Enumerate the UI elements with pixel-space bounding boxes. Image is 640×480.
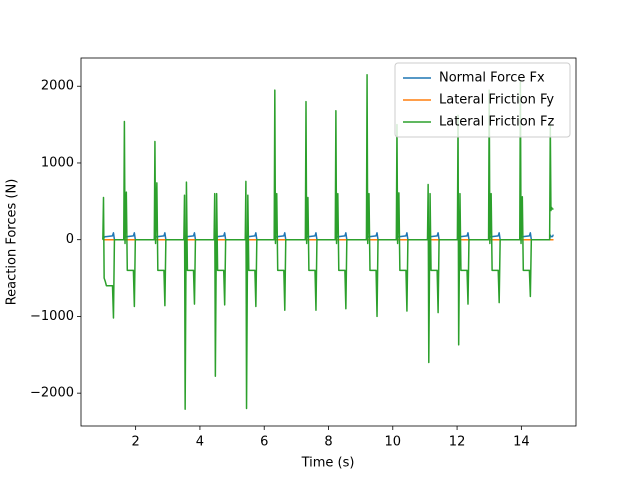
x-tick-label: 2 [132, 435, 140, 450]
x-tick-label: 6 [260, 435, 268, 450]
x-tick-label: 8 [324, 435, 332, 450]
y-tick-label: 2000 [41, 79, 74, 94]
x-tick-label: 10 [385, 435, 402, 450]
y-axis-label: Reaction Forces (N) [5, 179, 20, 306]
y-tick-label: 0 [66, 232, 74, 247]
legend-box [394, 62, 571, 138]
legend-label: Normal Force Fx [439, 71, 545, 86]
y-tick-label: 1000 [41, 155, 74, 170]
series-line [102, 73, 554, 411]
legend-label: Lateral Friction Fy [439, 93, 554, 108]
x-tick-label: 4 [196, 435, 204, 450]
y-tick-label: −2000 [30, 386, 74, 401]
plot-frame [80, 57, 577, 427]
legend-label: Lateral Friction Fz [439, 115, 555, 130]
x-axis-label: Time (s) [301, 456, 355, 471]
x-tick-label: 14 [513, 435, 530, 450]
x-tick-label: 12 [449, 435, 466, 450]
y-tick-label: −1000 [30, 309, 74, 324]
